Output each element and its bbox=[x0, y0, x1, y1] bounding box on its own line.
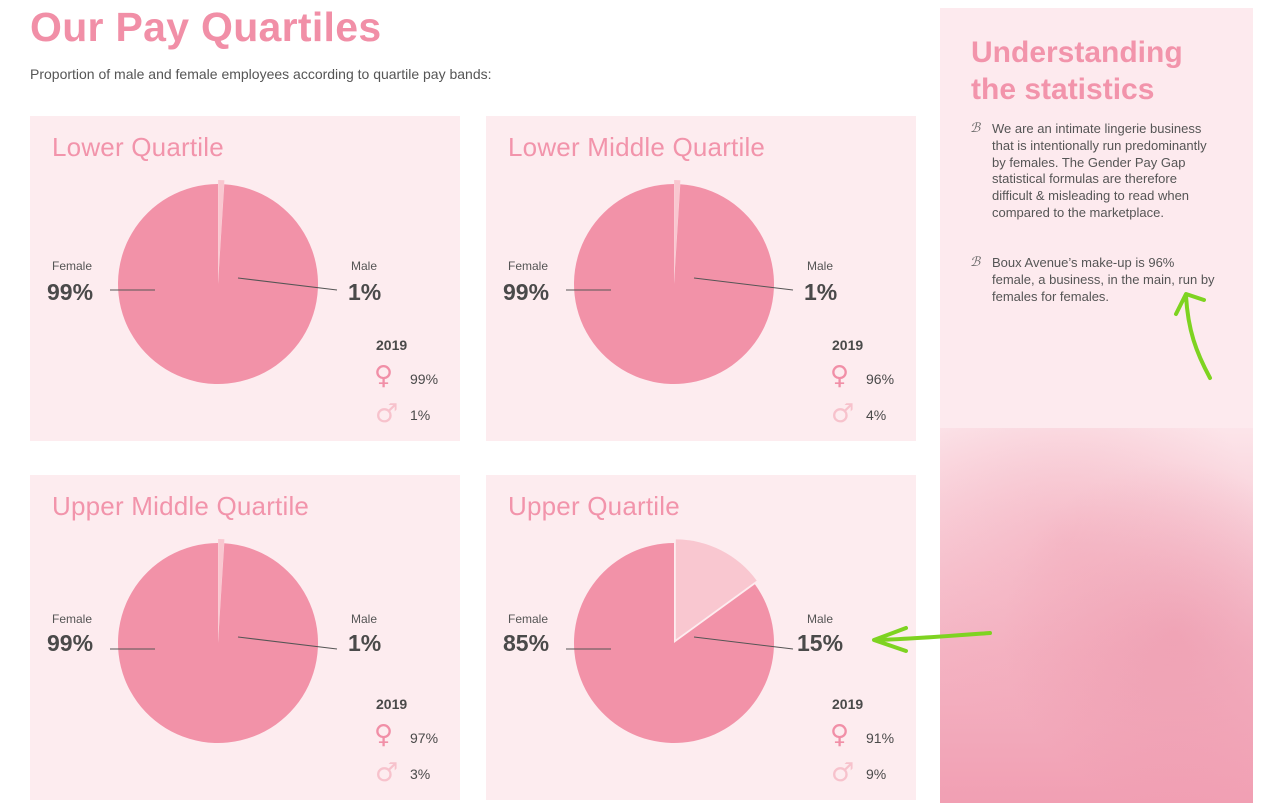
prior-female-value: 97% bbox=[410, 730, 439, 746]
bullet-text: Boux Avenue’s make-up is 96% female, a b… bbox=[992, 255, 1215, 304]
pie-slice-male bbox=[218, 539, 225, 640]
sidebar-title: Understanding the statistics bbox=[971, 36, 1183, 106]
pie-slice-male bbox=[675, 539, 757, 640]
female-symbol-icon: ♀ bbox=[830, 361, 850, 391]
female-value: 99% bbox=[47, 279, 94, 305]
male-label: Male bbox=[351, 612, 378, 626]
prior-male-value: 1% bbox=[410, 407, 431, 423]
pie-slice-female bbox=[117, 543, 318, 743]
bullet-text: We are an intimate lingerie business tha… bbox=[992, 121, 1207, 220]
female-value: 99% bbox=[503, 279, 550, 305]
pie-slice-male bbox=[674, 180, 681, 281]
male-symbol-icon: ♂ bbox=[831, 399, 855, 429]
team-photo bbox=[940, 428, 1253, 803]
page-title: Our Pay Quartiles bbox=[30, 4, 382, 50]
male-symbol-icon: ♂ bbox=[375, 399, 399, 429]
female-value: 99% bbox=[47, 630, 94, 656]
prior-female-value: 96% bbox=[866, 371, 895, 387]
sidebar-bullet: ℬ Boux Avenue’s make-up is 96% female, a… bbox=[970, 255, 1220, 305]
leader-line-male bbox=[693, 277, 794, 291]
pie-chart-upper bbox=[566, 539, 794, 743]
female-symbol-icon: ♀ bbox=[374, 720, 394, 750]
female-label: Female bbox=[52, 612, 93, 626]
brand-bullet-icon: ℬ bbox=[970, 255, 981, 270]
female-label: Female bbox=[508, 259, 549, 273]
prior-male-value: 3% bbox=[410, 766, 431, 782]
male-value: 1% bbox=[348, 630, 382, 656]
panel-title: Lower Middle Quartile bbox=[508, 132, 766, 162]
male-label: Male bbox=[807, 612, 834, 626]
panel-title: Upper Middle Quartile bbox=[52, 491, 310, 521]
page-subtitle: Proportion of male and female employees … bbox=[30, 66, 492, 82]
pie-chart-upper-middle bbox=[110, 539, 338, 743]
prior-year: 2019 bbox=[376, 696, 408, 712]
prior-female-value: 91% bbox=[866, 730, 895, 746]
prior-year: 2019 bbox=[376, 337, 408, 353]
pie-chart-lower-middle bbox=[566, 180, 794, 385]
female-symbol-icon: ♀ bbox=[830, 720, 850, 750]
pie-slice-female bbox=[574, 543, 774, 743]
prior-female-value: 99% bbox=[410, 371, 439, 387]
pie-slice-female bbox=[117, 184, 318, 385]
quartile-panel-upper-middle: Upper Middle Quartile Female 99% Male 1%… bbox=[30, 475, 460, 800]
sidebar-understanding: Understanding the statistics ℬ We are an… bbox=[940, 8, 1253, 803]
quartile-panel-lower-middle: Lower Middle Quartile Female 99% Male 1%… bbox=[486, 116, 916, 441]
leader-line-male bbox=[237, 636, 338, 650]
prior-male-value: 4% bbox=[866, 407, 887, 423]
male-symbol-icon: ♂ bbox=[375, 758, 399, 788]
prior-year: 2019 bbox=[832, 337, 864, 353]
pie-slice-male bbox=[218, 180, 225, 281]
brand-bullet-icon: ℬ bbox=[970, 121, 981, 136]
male-value: 1% bbox=[804, 279, 838, 305]
prior-year: 2019 bbox=[832, 696, 864, 712]
quartile-panel-upper: Upper Quartile Female 85% Male 15% 2019 … bbox=[486, 475, 916, 800]
male-value: 1% bbox=[348, 279, 382, 305]
pie-slice-female bbox=[574, 184, 774, 385]
leader-line-male bbox=[693, 636, 794, 650]
female-value: 85% bbox=[503, 630, 550, 656]
prior-male-value: 9% bbox=[866, 766, 887, 782]
male-label: Male bbox=[351, 259, 378, 273]
female-label: Female bbox=[508, 612, 549, 626]
pie-chart-lower bbox=[110, 180, 338, 385]
female-symbol-icon: ♀ bbox=[374, 361, 394, 391]
male-label: Male bbox=[807, 259, 834, 273]
panel-title: Upper Quartile bbox=[508, 491, 680, 521]
quartile-panel-lower: Lower Quartile Female 99% Male 1% 2019 ♀… bbox=[30, 116, 460, 441]
male-symbol-icon: ♂ bbox=[831, 758, 855, 788]
sidebar-bullet: ℬ We are an intimate lingerie business t… bbox=[970, 121, 1220, 222]
female-label: Female bbox=[52, 259, 93, 273]
panel-title: Lower Quartile bbox=[52, 132, 224, 162]
male-value: 15% bbox=[797, 630, 844, 656]
leader-line-male bbox=[237, 277, 338, 291]
